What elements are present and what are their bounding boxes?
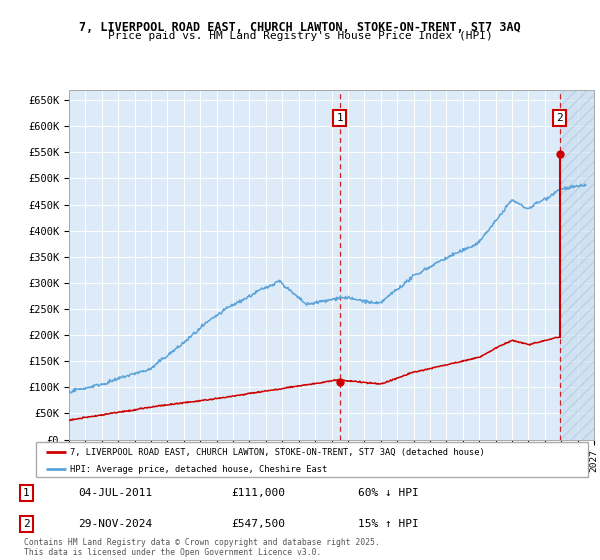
Text: 1: 1 (337, 113, 343, 123)
Text: £111,000: £111,000 (231, 488, 285, 498)
Text: 60% ↓ HPI: 60% ↓ HPI (358, 488, 418, 498)
Text: 15% ↑ HPI: 15% ↑ HPI (358, 519, 418, 529)
Text: HPI: Average price, detached house, Cheshire East: HPI: Average price, detached house, Ches… (70, 465, 328, 474)
Text: 1: 1 (23, 488, 30, 498)
Text: 29-NOV-2024: 29-NOV-2024 (78, 519, 152, 529)
Bar (560, 90, 594, 440)
Text: Contains HM Land Registry data © Crown copyright and database right 2025.
This d: Contains HM Land Registry data © Crown c… (24, 538, 380, 557)
Text: Price paid vs. HM Land Registry's House Price Index (HPI): Price paid vs. HM Land Registry's House … (107, 31, 493, 41)
Text: 7, LIVERPOOL ROAD EAST, CHURCH LAWTON, STOKE-ON-TRENT, ST7 3AQ: 7, LIVERPOOL ROAD EAST, CHURCH LAWTON, S… (79, 21, 521, 34)
Text: 2: 2 (557, 113, 563, 123)
Text: £547,500: £547,500 (231, 519, 285, 529)
Text: 2: 2 (23, 519, 30, 529)
Text: 7, LIVERPOOL ROAD EAST, CHURCH LAWTON, STOKE-ON-TRENT, ST7 3AQ (detached house): 7, LIVERPOOL ROAD EAST, CHURCH LAWTON, S… (70, 447, 485, 456)
Text: 04-JUL-2011: 04-JUL-2011 (78, 488, 152, 498)
